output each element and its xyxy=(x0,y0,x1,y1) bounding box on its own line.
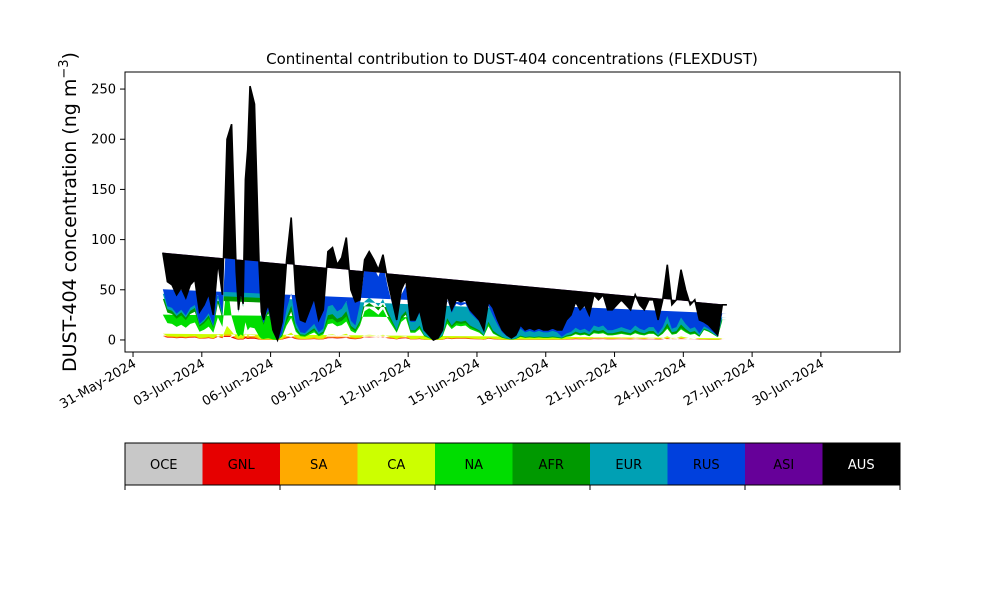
x-tick-label: 30-Jun-2024 xyxy=(750,356,827,409)
legend-label-rus: RUS xyxy=(693,458,720,473)
legend-swatch-oce xyxy=(125,443,203,485)
legend-label-na: NA xyxy=(464,458,483,473)
y-tick-label: 0 xyxy=(108,333,116,348)
x-tick-label: 18-Jun-2024 xyxy=(475,356,552,409)
legend-label-eur: EUR xyxy=(615,458,642,473)
legend-swatch-eur xyxy=(590,443,668,485)
x-tick-label: 09-Jun-2024 xyxy=(269,356,346,409)
colorbar-legend: OCE GNL SA CA NA AFR EUR RUS ASI AUS xyxy=(124,442,901,490)
y-axis: 0 50 100 150 200 250 xyxy=(91,83,125,348)
total-line xyxy=(162,85,727,343)
legend-label-sa: SA xyxy=(310,458,327,473)
x-tick-label: 27-Jun-2024 xyxy=(681,356,758,409)
legend-swatch-aus xyxy=(822,443,900,485)
y-tick-label: 100 xyxy=(91,233,116,248)
legend-swatch-na xyxy=(435,443,513,485)
legend-label-afr: AFR xyxy=(539,458,564,473)
legend-swatch-rus xyxy=(667,443,745,485)
area-layer-rus xyxy=(162,124,727,340)
legend-swatch-gnl xyxy=(202,443,280,485)
legend-label-asi: ASI xyxy=(773,458,794,473)
legend-swatch-asi xyxy=(745,443,823,485)
legend-frame xyxy=(124,442,901,486)
chart-title: Continental contribution to DUST-404 con… xyxy=(266,50,758,68)
legend-label-oce: OCE xyxy=(150,458,178,473)
legend-label-aus: AUS xyxy=(848,458,875,473)
y-tick-label: 250 xyxy=(91,83,116,98)
x-tick-label: 15-Jun-2024 xyxy=(406,356,483,409)
x-tick-label: 24-Jun-2024 xyxy=(612,356,689,409)
legend-label-ca: CA xyxy=(387,458,405,473)
x-axis: 31-May-202403-Jun-202406-Jun-202409-Jun-… xyxy=(57,352,827,412)
plot-frame xyxy=(124,71,901,353)
x-tick-label: 12-Jun-2024 xyxy=(337,356,414,409)
legend-label-gnl: GNL xyxy=(228,458,256,473)
y-axis-label: DUST-404 concentration (ng m−3) xyxy=(57,52,81,372)
legend-swatch-afr xyxy=(512,443,590,485)
x-tick-label: 21-Jun-2024 xyxy=(544,356,621,409)
y-tick-label: 150 xyxy=(91,183,116,198)
legend-swatch-sa xyxy=(280,443,358,485)
legend-swatch-ca xyxy=(357,443,435,485)
y-tick-label: 50 xyxy=(99,283,116,298)
x-tick-label: 06-Jun-2024 xyxy=(200,356,277,409)
y-tick-label: 200 xyxy=(91,133,116,148)
x-tick-label: 03-Jun-2024 xyxy=(131,356,208,409)
area-layer-aus xyxy=(162,86,727,340)
